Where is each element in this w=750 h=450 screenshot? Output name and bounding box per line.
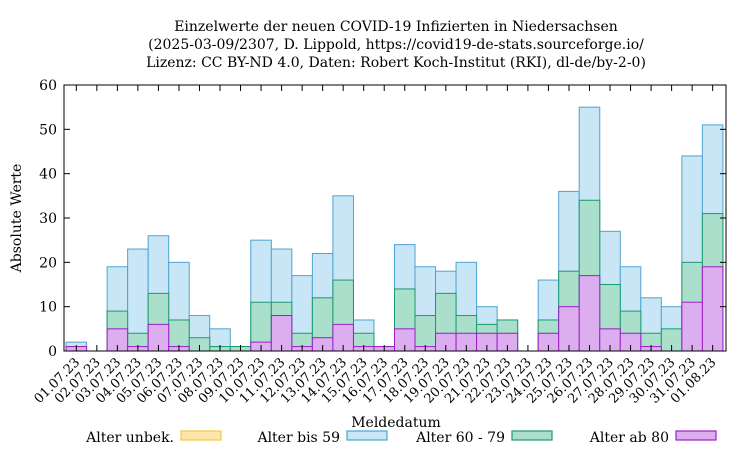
x-axis-label: Meldedatum (351, 415, 441, 431)
title-line-1: Einzelwerte der neuen COVID-19 Infiziert… (174, 19, 618, 35)
y-tick-label: 40 (39, 167, 57, 183)
plot-frame (63, 84, 727, 352)
bar-alter-ab-80-26.07.23 (578, 275, 601, 352)
legend-label: Alter unbek. (85, 430, 174, 446)
legend-label: Alter ab 80 (589, 430, 669, 446)
bars-layer (65, 106, 724, 352)
bar-alter-ab-80-31.07.23 (681, 301, 703, 352)
y-tick-label: 20 (39, 255, 57, 271)
legend-swatch (511, 430, 553, 441)
legend-swatch (346, 430, 388, 441)
legend-swatch (180, 430, 222, 441)
y-tick-label: 10 (39, 300, 57, 316)
y-tick-label: 30 (39, 211, 57, 227)
y-tick-label: 60 (39, 78, 57, 94)
y-tick-label: 50 (39, 122, 57, 138)
title-line-3: Lizenz: CC BY-ND 4.0, Daten: Robert Koch… (146, 55, 646, 71)
legend-label: Alter bis 59 (256, 430, 340, 446)
legend: Alter unbek. Alter bis 59 Alter 60 - 79 Alt… (85, 430, 717, 446)
legend-swatch (675, 430, 717, 441)
chart-title: Einzelwerte der neuen COVID-19 Infiziert… (146, 19, 646, 71)
bar-alter-ab-80-25.07.23 (558, 306, 580, 352)
title-line-2: (2025-03-09/2307, D. Lippold, https://co… (148, 37, 644, 53)
y-tick-label: 0 (48, 344, 57, 360)
legend-label: Alter 60 - 79 (415, 430, 505, 446)
bar-alter-ab-80-01.08.23 (701, 266, 724, 352)
y-axis-label: Absolute Werte (9, 164, 25, 274)
